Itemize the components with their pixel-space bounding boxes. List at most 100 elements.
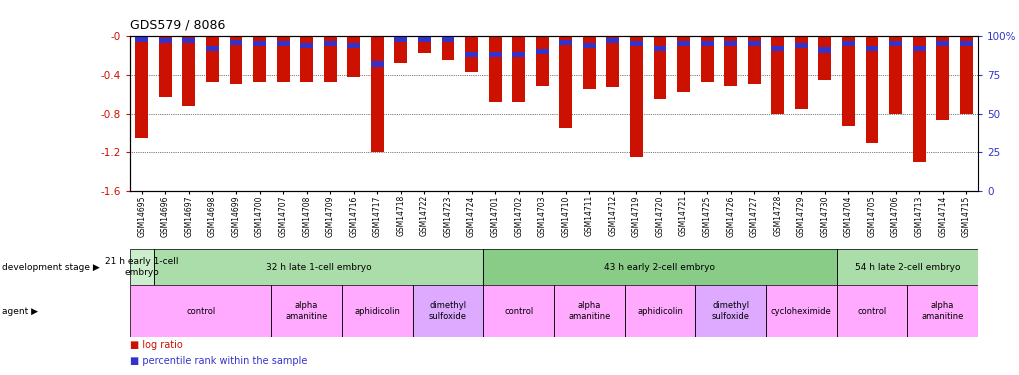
Bar <box>441 36 454 42</box>
Bar <box>129 285 271 337</box>
Bar <box>695 285 765 337</box>
Text: aphidicolin: aphidicolin <box>354 306 399 315</box>
Text: dimethyl
sulfoxide: dimethyl sulfoxide <box>429 301 467 321</box>
Bar <box>889 41 901 46</box>
Bar <box>770 46 784 51</box>
Bar <box>700 36 713 81</box>
Text: 43 h early 2-cell embryo: 43 h early 2-cell embryo <box>604 262 714 272</box>
Bar <box>271 285 341 337</box>
Text: 54 h late 2-cell embryo: 54 h late 2-cell embryo <box>854 262 959 272</box>
Bar <box>794 43 807 48</box>
Text: alpha
amanitine: alpha amanitine <box>568 301 610 321</box>
Bar <box>606 38 619 44</box>
Bar <box>182 38 196 44</box>
Bar <box>630 41 642 46</box>
Bar <box>129 285 271 337</box>
Bar <box>159 38 171 44</box>
Text: 21 h early 1-cell
embryo: 21 h early 1-cell embryo <box>105 257 178 277</box>
Bar <box>630 36 642 157</box>
Bar <box>582 43 595 48</box>
Bar <box>346 36 360 77</box>
Bar <box>723 36 737 86</box>
Text: alpha
amanitine: alpha amanitine <box>285 301 327 321</box>
Bar <box>558 39 572 45</box>
Bar <box>624 285 695 337</box>
Bar <box>346 43 360 48</box>
Bar <box>553 285 624 337</box>
Bar <box>413 285 483 337</box>
Bar <box>323 36 336 81</box>
Bar <box>553 285 624 337</box>
Bar <box>695 285 765 337</box>
Text: alpha
amanitine: alpha amanitine <box>920 301 963 321</box>
Bar <box>935 41 949 46</box>
Text: control: control <box>185 306 215 315</box>
Bar <box>558 36 572 128</box>
Bar <box>341 285 413 337</box>
Bar <box>959 41 972 46</box>
Text: agent ▶: agent ▶ <box>2 306 38 315</box>
Bar <box>488 52 501 57</box>
Bar <box>747 36 760 84</box>
Bar <box>770 36 784 114</box>
Bar <box>653 46 665 51</box>
Bar <box>276 36 289 81</box>
Text: dimethyl
sulfoxide: dimethyl sulfoxide <box>711 301 749 321</box>
Bar <box>154 249 483 285</box>
Bar <box>677 41 690 46</box>
Bar <box>677 36 690 92</box>
Bar <box>418 36 430 42</box>
Bar <box>836 249 977 285</box>
Bar <box>512 52 525 57</box>
Bar <box>935 36 949 120</box>
Bar <box>371 36 383 152</box>
Bar <box>865 36 877 142</box>
Bar <box>700 41 713 46</box>
Bar <box>747 41 760 46</box>
Bar <box>465 52 478 57</box>
Text: development stage ▶: development stage ▶ <box>2 262 100 272</box>
Bar <box>413 285 483 337</box>
Bar <box>253 41 266 46</box>
Bar <box>154 249 483 285</box>
Bar <box>300 36 313 81</box>
Bar <box>441 36 454 60</box>
Bar <box>276 41 289 46</box>
Bar <box>483 249 836 285</box>
Bar <box>889 36 901 114</box>
Bar <box>271 285 341 337</box>
Bar <box>836 285 907 337</box>
Bar <box>488 36 501 102</box>
Bar <box>817 36 830 80</box>
Bar <box>794 36 807 109</box>
Bar <box>483 249 836 285</box>
Bar <box>371 61 383 67</box>
Bar <box>483 285 553 337</box>
Bar <box>765 285 836 337</box>
Bar <box>394 36 407 42</box>
Bar <box>129 249 154 285</box>
Bar <box>229 39 243 45</box>
Bar <box>582 36 595 89</box>
Bar <box>912 46 924 51</box>
Bar <box>341 285 413 337</box>
Bar <box>723 41 737 46</box>
Bar <box>159 36 171 97</box>
Bar <box>841 36 854 126</box>
Text: cycloheximide: cycloheximide <box>770 306 830 315</box>
Bar <box>182 36 196 106</box>
Bar <box>912 36 924 162</box>
Bar <box>959 36 972 114</box>
Bar <box>907 285 977 337</box>
Bar <box>841 41 854 46</box>
Bar <box>206 36 219 81</box>
Text: 32 h late 1-cell embryo: 32 h late 1-cell embryo <box>265 262 371 272</box>
Bar <box>129 249 154 285</box>
Bar <box>229 36 243 84</box>
Bar <box>136 36 148 42</box>
Bar <box>512 36 525 102</box>
Bar <box>765 285 836 337</box>
Bar <box>253 36 266 81</box>
Bar <box>206 46 219 51</box>
Bar <box>483 285 553 337</box>
